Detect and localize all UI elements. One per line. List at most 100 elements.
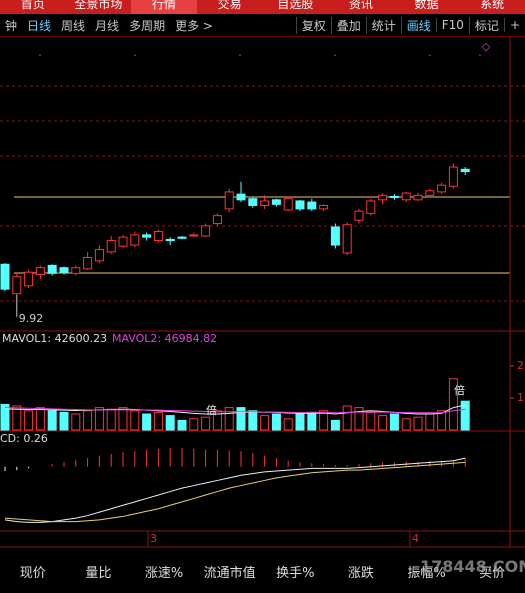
top-tab[interactable]: 资讯 [348, 0, 373, 11]
marker-dot: · [238, 49, 242, 62]
volume-bar [106, 408, 116, 431]
volume-bar [283, 418, 293, 431]
volume-label: MAVOL2: 46984.82 [112, 332, 217, 345]
candle-body [354, 210, 364, 221]
candle-body [212, 215, 222, 225]
candle-body [283, 198, 293, 211]
tool-button[interactable]: + [503, 18, 525, 32]
candle-body [271, 199, 281, 205]
candle-body [224, 191, 234, 210]
marker-dot: · [478, 49, 482, 62]
top-tab[interactable]: 交易 [217, 0, 242, 11]
period-tab[interactable]: 月线 [95, 18, 120, 33]
volume-bar [342, 405, 352, 431]
period-bar: 钟日线 周线 月线 多周期 更多 > 复权 叠加 统计 画线 F10 标记 + [0, 14, 525, 37]
volume-bar [189, 418, 199, 431]
marker-dot: ◇ [482, 40, 491, 53]
candle-body [460, 168, 470, 173]
volume-bar [212, 410, 222, 431]
candle-body [165, 238, 175, 242]
candle-body [448, 166, 458, 187]
quote-headers: 现价 量比 涨速% 流通市值 换手% 涨跌 振幅% 买价 [0, 549, 525, 593]
y-tick-label: 1 [517, 391, 524, 404]
quote-header[interactable]: 振幅% [407, 565, 446, 581]
volume-bar [437, 410, 447, 431]
candle-body [142, 234, 152, 238]
period-tab[interactable]: 周线 [61, 18, 86, 33]
volume-bar [366, 411, 376, 431]
candle-body [401, 192, 411, 201]
volume-bar [201, 416, 211, 431]
macd-line [4, 461, 466, 523]
volume-bar [24, 410, 34, 431]
candle-body [378, 194, 388, 201]
volume-bar [94, 407, 104, 431]
top-tab[interactable]: 首页 [20, 0, 45, 11]
month-label: 3 [150, 532, 157, 545]
candle-body [260, 200, 270, 206]
volume-bar [378, 415, 388, 431]
volume-bar [330, 419, 340, 431]
period-tab[interactable]: 多周期 [129, 18, 166, 33]
volume-bar [236, 407, 246, 431]
top-tab[interactable]: 自选股 [277, 0, 314, 11]
marker-dot: · [333, 49, 337, 62]
tool-button[interactable]: 统计 [365, 16, 401, 34]
marker-dot: · [38, 49, 42, 62]
top-tab[interactable]: 全景市场 [74, 0, 123, 11]
volume-bar [12, 405, 22, 431]
candle-body [307, 201, 317, 210]
volume-label: MAVOL1: 42600.23 [2, 332, 107, 345]
candle-body [413, 194, 423, 201]
volume-bar [47, 410, 57, 431]
quote-header[interactable]: 买价 [479, 565, 506, 581]
candle-body [0, 263, 10, 290]
quote-header[interactable]: 量比 [85, 565, 112, 581]
candle-body [12, 276, 22, 295]
quote-header[interactable]: 涨跌 [347, 565, 374, 581]
candle-body [106, 240, 116, 253]
quote-header[interactable]: 流通市值 [203, 565, 256, 581]
volume-bar [295, 413, 305, 431]
y-tick-label: 2 [517, 359, 524, 372]
candle-body [437, 184, 447, 193]
top-tab[interactable]: 系统 [480, 0, 505, 11]
quote-header[interactable]: 换手% [276, 565, 315, 581]
candle-body [366, 200, 376, 214]
volume-bar [460, 400, 470, 431]
tool-button[interactable]: 标记 [468, 16, 504, 34]
candle-body [236, 193, 246, 201]
watermark: 178448.COM [420, 557, 525, 576]
period-tab[interactable]: 日线 [27, 18, 52, 33]
tool-button[interactable]: 画线 [400, 16, 436, 34]
volume-bar [413, 416, 423, 431]
candle-body [35, 267, 45, 275]
quote-header[interactable]: 涨速% [144, 565, 184, 581]
top-tab[interactable]: 数据 [414, 0, 439, 11]
candle-body [342, 224, 352, 254]
top-tabs: 首页 全景市场 行情 交易 自选股 资讯 数据 系统 [0, 0, 525, 14]
candle-body [71, 267, 81, 274]
quote-header[interactable]: 现价 [19, 565, 46, 581]
candle-body [118, 236, 128, 247]
tool-button[interactable]: 复权 [295, 16, 331, 34]
candle-body [94, 249, 104, 262]
month-label: 4 [412, 532, 419, 545]
candle-body [177, 236, 187, 239]
top-tab[interactable]: 行情 [131, 0, 197, 14]
candle-body [425, 190, 435, 196]
macd-label: CD: 0.26 [0, 432, 48, 445]
period-tab[interactable]: 钟 [5, 18, 18, 33]
candle-body [47, 264, 57, 274]
candle-body [389, 195, 399, 199]
volume-bar [389, 413, 399, 431]
volume-bar [83, 410, 93, 431]
marker-dot: · [133, 49, 137, 62]
tool-button[interactable]: 叠加 [330, 16, 366, 34]
candle-body [248, 198, 258, 206]
tool-button[interactable]: F10 [435, 18, 469, 32]
volume-bar [177, 419, 187, 431]
volume-bar [354, 407, 364, 431]
period-tab[interactable]: 更多 > [175, 18, 213, 33]
